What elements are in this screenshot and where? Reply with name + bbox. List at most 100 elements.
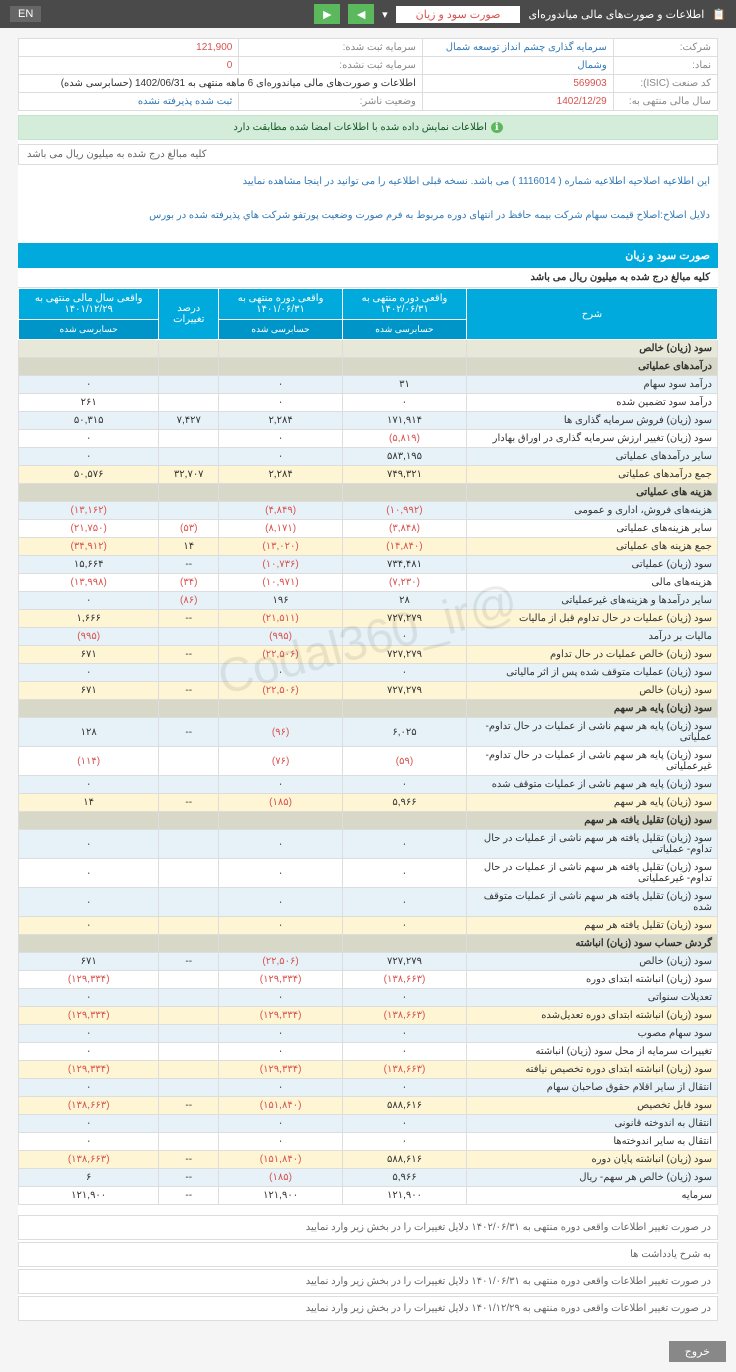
isic-value: 569903 bbox=[422, 75, 613, 93]
cell: ۵۸۸,۶۱۶ bbox=[343, 1151, 467, 1169]
th-sub4: حسابرسی شده bbox=[19, 320, 159, 340]
table-row: سود (زیان) پایه هر سهم۵,۹۶۶(۱۸۵)--۱۴ bbox=[19, 794, 718, 812]
cell: ۰ bbox=[19, 1079, 159, 1097]
cell: ۰ bbox=[343, 776, 467, 794]
row-label: سود (زیان) تقلیل یافته هر سهم bbox=[466, 917, 717, 935]
row-label: سود (زیان) تغییر ارزش سرمایه گذاری در او… bbox=[466, 430, 717, 448]
cell: ۰ bbox=[219, 1115, 343, 1133]
row-label: سود (زیان) پایه هر سهم ناشی از عملیات در… bbox=[466, 718, 717, 747]
lang-toggle[interactable]: EN bbox=[10, 6, 41, 22]
dropdown-arrow[interactable]: ▾ bbox=[382, 8, 388, 21]
table-row: هزینه‌های فروش، اداری و عمومی(۱۰,۹۹۲)(۴,… bbox=[19, 502, 718, 520]
cell bbox=[159, 812, 219, 830]
table-row: سود (زیان) تقلیل یافته هر سهم ناشی از عم… bbox=[19, 859, 718, 888]
row-label: انتقال به اندوخته قانونی bbox=[466, 1115, 717, 1133]
cell bbox=[159, 358, 219, 376]
cell bbox=[159, 1007, 219, 1025]
table-row: سایر درآمدهای عملیاتی۵۸۳,۱۹۵۰۰ bbox=[19, 448, 718, 466]
cell: ۰ bbox=[343, 664, 467, 682]
cell: ۷۴۹,۳۲۱ bbox=[343, 466, 467, 484]
table-row: سود (زیان) انباشته ابتدای دوره تخصیص نیا… bbox=[19, 1061, 718, 1079]
cell: ۵۰,۵۷۶ bbox=[19, 466, 159, 484]
table-row: سود (زیان) خالص bbox=[19, 340, 718, 358]
cell: (۴,۸۴۹) bbox=[219, 502, 343, 520]
cell: (۱۳,۱۶۲) bbox=[19, 502, 159, 520]
report-dropdown[interactable]: صورت سود و زیان bbox=[396, 6, 521, 23]
row-label: سود (زیان) انباشته ابتدای دوره تعدیل‌شده bbox=[466, 1007, 717, 1025]
row-label: سایر هزینه‌های عملیاتی bbox=[466, 520, 717, 538]
cell: (۱۸۵) bbox=[219, 1169, 343, 1187]
cell bbox=[159, 1061, 219, 1079]
cell: ۰ bbox=[343, 830, 467, 859]
table-row: تعدیلات سنواتی۰۰۰ bbox=[19, 989, 718, 1007]
cell: (۱۳۸,۶۶۳) bbox=[19, 1151, 159, 1169]
cell: ۱۷۱,۹۱۴ bbox=[343, 412, 467, 430]
cell: ۰ bbox=[19, 376, 159, 394]
cell: ۰ bbox=[343, 628, 467, 646]
th-desc: شرح bbox=[466, 289, 717, 340]
table-row: سود (زیان) تقلیل یافته هر سهم۰۰۰ bbox=[19, 917, 718, 935]
table-row: سود (زیان) انباشته ابتدای دوره تعدیل‌شده… bbox=[19, 1007, 718, 1025]
table-row: سود (زیان) تقلیل یافته هر سهم ناشی از عم… bbox=[19, 888, 718, 917]
cell: ۰ bbox=[19, 830, 159, 859]
cell: (۵۹) bbox=[343, 747, 467, 776]
cell: ۰ bbox=[219, 394, 343, 412]
cell bbox=[159, 859, 219, 888]
cell: ۲,۲۸۴ bbox=[219, 412, 343, 430]
table-row: سود (زیان) تغییر ارزش سرمایه گذاری در او… bbox=[19, 430, 718, 448]
symbol-value: وشمال bbox=[422, 57, 613, 75]
symbol-label: نماد: bbox=[613, 57, 717, 75]
income-statement-table: شرح واقعی دوره منتهی به ۱۴۰۲/۰۶/۳۱ واقعی… bbox=[18, 288, 718, 1205]
cell: ۱۴ bbox=[19, 794, 159, 812]
cell: ۰ bbox=[219, 917, 343, 935]
cell bbox=[159, 971, 219, 989]
cell: ۰ bbox=[219, 859, 343, 888]
table-row: انتقال از سایر اقلام حقوق صاحبان سهام۰۰۰ bbox=[19, 1079, 718, 1097]
cell: ۱۹۶ bbox=[219, 592, 343, 610]
capital-reg-value: 121,900 bbox=[19, 39, 239, 57]
nav-prev[interactable]: ► bbox=[314, 4, 340, 24]
cell: -- bbox=[159, 610, 219, 628]
cell: (۸۶) bbox=[159, 592, 219, 610]
cell: ۳۱ bbox=[343, 376, 467, 394]
th-sub1: حسابرسی شده bbox=[343, 320, 467, 340]
topbar: 📋 اطلاعات و صورت‌های مالی میاندوره‌ای صو… bbox=[0, 0, 736, 28]
exit-button[interactable]: خروج bbox=[669, 1341, 726, 1362]
row-label: هزینه‌های مالی bbox=[466, 574, 717, 592]
row-label: درآمدهای عملیاتی bbox=[466, 358, 717, 376]
cell: (۳,۸۴۸) bbox=[343, 520, 467, 538]
cell: (۱۲۹,۳۳۴) bbox=[219, 1061, 343, 1079]
cell: ۶ bbox=[19, 1169, 159, 1187]
company-label: شرکت: bbox=[613, 39, 717, 57]
row-label: هزینه‌های فروش، اداری و عمومی bbox=[466, 502, 717, 520]
row-label: سود قابل تخصیص bbox=[466, 1097, 717, 1115]
cell bbox=[159, 776, 219, 794]
year-end-value: 1402/12/29 bbox=[422, 93, 613, 111]
cell bbox=[159, 747, 219, 776]
row-label: سود (زیان) عملیات متوقف شده پس از اثر ما… bbox=[466, 664, 717, 682]
footer-note-1: در صورت تغییر اطلاعات واقعی دوره منتهی ب… bbox=[18, 1215, 718, 1240]
cell bbox=[19, 340, 159, 358]
footer-notes: در صورت تغییر اطلاعات واقعی دوره منتهی ب… bbox=[18, 1215, 718, 1321]
cell: (۲۱,۵۱۱) bbox=[219, 610, 343, 628]
cell: ۱۴ bbox=[159, 538, 219, 556]
cell: -- bbox=[159, 1097, 219, 1115]
nav-next[interactable]: ◄ bbox=[348, 4, 374, 24]
cell: (۵۳) bbox=[159, 520, 219, 538]
alert-match: اطلاعات نمایش داده شده با اطلاعات امضا ش… bbox=[18, 115, 718, 140]
status-value: ثبت شده پذیرفته نشده bbox=[19, 93, 239, 111]
table-row: سود (زیان) تقلیل یافته هر سهم ناشی از عم… bbox=[19, 830, 718, 859]
cell: (۲۲,۵۰۶) bbox=[219, 953, 343, 971]
table-row: گردش حساب سود (زیان) انباشته bbox=[19, 935, 718, 953]
cell: (۱۳,۹۹۸) bbox=[19, 574, 159, 592]
cell bbox=[219, 700, 343, 718]
cell bbox=[219, 484, 343, 502]
year-end-label: سال مالی منتهی به: bbox=[613, 93, 717, 111]
row-label: درآمد سود سهام bbox=[466, 376, 717, 394]
row-label: سود (زیان) انباشته پایان دوره bbox=[466, 1151, 717, 1169]
row-label: انتقال از سایر اقلام حقوق صاحبان سهام bbox=[466, 1079, 717, 1097]
cell bbox=[159, 484, 219, 502]
cell bbox=[159, 628, 219, 646]
table-row: سود (زیان) عملیات در حال تداوم قبل از ما… bbox=[19, 610, 718, 628]
cell: ۳۲,۷۰۷ bbox=[159, 466, 219, 484]
